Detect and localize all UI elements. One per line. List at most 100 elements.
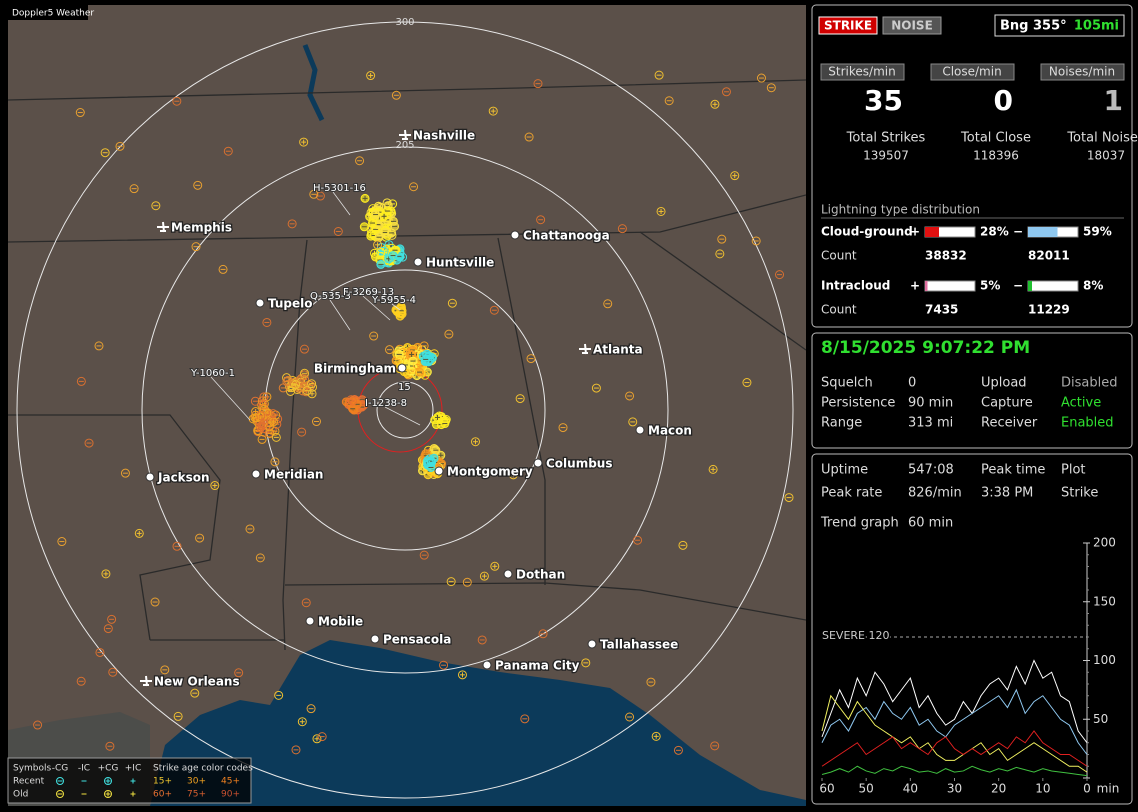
strike-button-label[interactable]: STRIKE bbox=[824, 19, 872, 33]
legend-header: -IC bbox=[78, 764, 90, 774]
ui-layer: STRIKE NOISE Bng 355° 105mi Strikes/min 35 Tot… bbox=[818, 14, 1138, 796]
strike-symbol bbox=[409, 182, 419, 192]
setting-name: Upload bbox=[981, 376, 1027, 391]
strike-symbol bbox=[255, 553, 265, 563]
strike-symbol bbox=[715, 249, 725, 259]
strike-symbol bbox=[708, 464, 718, 474]
strike-symbol bbox=[617, 224, 627, 234]
strike-symbol bbox=[479, 571, 489, 581]
strike-symbol bbox=[536, 215, 546, 225]
city-label: Dothan bbox=[516, 568, 565, 582]
strike-symbol bbox=[646, 677, 656, 687]
count-label: Count bbox=[821, 303, 857, 317]
sign: − bbox=[1013, 225, 1023, 239]
city-label: Mobile bbox=[318, 615, 363, 629]
strike-symbol bbox=[100, 148, 110, 158]
age-code: 15+ bbox=[153, 777, 172, 787]
strike-symbol bbox=[396, 307, 406, 317]
rate-value: 1 bbox=[1104, 84, 1123, 117]
setting-value: 0 bbox=[908, 376, 916, 391]
strike-symbol bbox=[291, 745, 301, 755]
strike-symbol bbox=[664, 96, 674, 106]
storm-label: I-1238-8 bbox=[365, 398, 407, 409]
strike-symbol bbox=[95, 647, 105, 657]
bearing-box bbox=[994, 14, 1125, 37]
legend-row-label: Old bbox=[13, 790, 28, 800]
city-dot bbox=[482, 660, 492, 670]
strike-symbol bbox=[447, 298, 457, 308]
strike-symbol bbox=[245, 524, 255, 534]
legend-symbol bbox=[56, 777, 64, 785]
strike-symbol bbox=[172, 96, 182, 106]
city-label: Macon bbox=[648, 424, 692, 438]
x-tick-label: 40 bbox=[903, 782, 918, 796]
strike-symbol bbox=[134, 528, 144, 538]
city-label: Panama City bbox=[495, 659, 580, 673]
strike-symbol bbox=[256, 411, 266, 421]
strike-symbol bbox=[489, 305, 499, 315]
trend-line bbox=[821, 659, 1088, 744]
x-tick-label: 50 bbox=[859, 782, 874, 796]
strike-symbol bbox=[75, 108, 85, 118]
strike-symbol bbox=[315, 191, 325, 201]
setting-name: Persistence bbox=[821, 396, 895, 411]
bearing: Bng 355° bbox=[1000, 19, 1067, 34]
y-tick-label: 200 bbox=[1093, 536, 1116, 550]
rates-panel bbox=[811, 4, 1133, 328]
city-label: Huntsville bbox=[426, 256, 494, 270]
count-value: 82011 bbox=[1028, 249, 1070, 263]
strike-symbol bbox=[288, 378, 298, 388]
y-tick-label: 50 bbox=[1093, 712, 1108, 726]
city-dot bbox=[533, 458, 543, 468]
strike-symbol bbox=[317, 732, 327, 742]
legend-box bbox=[7, 757, 252, 804]
age-code: 45+ bbox=[221, 777, 240, 787]
city-dot bbox=[370, 634, 380, 644]
strike-symbol bbox=[524, 132, 534, 142]
noise-button-label[interactable]: NOISE bbox=[891, 19, 933, 33]
percent-track bbox=[1027, 280, 1079, 292]
total-label: Total Close bbox=[960, 131, 1031, 146]
stat-text: 547:08 bbox=[908, 463, 954, 478]
percent-bar bbox=[1028, 281, 1032, 291]
airport-icon bbox=[140, 675, 152, 687]
count-value: 11229 bbox=[1028, 303, 1070, 317]
rate-value: 35 bbox=[864, 84, 903, 117]
strike-button[interactable] bbox=[818, 16, 878, 35]
strike-symbol bbox=[193, 180, 203, 190]
city-label: Birmingham bbox=[314, 362, 396, 376]
city-label: Pensacola bbox=[383, 633, 451, 647]
strike-symbol bbox=[654, 70, 664, 80]
strike-symbol bbox=[560, 458, 570, 468]
city-label: New Orleans bbox=[154, 675, 240, 689]
strike-layer bbox=[33, 70, 794, 755]
stat-text: 3:38 PM bbox=[981, 486, 1033, 501]
age-code: 75+ bbox=[187, 790, 206, 800]
strike-symbol bbox=[101, 569, 111, 579]
strike-symbol bbox=[259, 392, 269, 402]
strike-symbol bbox=[581, 658, 591, 668]
storm-leader bbox=[391, 303, 401, 311]
strike-symbol bbox=[730, 171, 740, 181]
strike-symbol bbox=[477, 635, 487, 645]
strike-symbol bbox=[710, 741, 720, 751]
distance: 105mi bbox=[1074, 19, 1119, 34]
strike-symbol bbox=[603, 299, 613, 309]
strike-symbol bbox=[656, 206, 666, 216]
strike-symbol bbox=[218, 264, 228, 274]
total-label: Total Strikes bbox=[846, 131, 926, 146]
strike-symbol bbox=[673, 745, 683, 755]
strike-symbol bbox=[210, 481, 220, 491]
strike-symbol bbox=[259, 419, 269, 429]
strike-symbol bbox=[257, 434, 267, 444]
city-dot bbox=[635, 425, 645, 435]
y-tick-label: 100 bbox=[1093, 653, 1116, 667]
threshold-label: SEVERE 120 bbox=[822, 629, 890, 642]
river bbox=[302, 44, 325, 122]
noise-button[interactable] bbox=[882, 16, 942, 35]
strike-symbol bbox=[721, 87, 731, 97]
